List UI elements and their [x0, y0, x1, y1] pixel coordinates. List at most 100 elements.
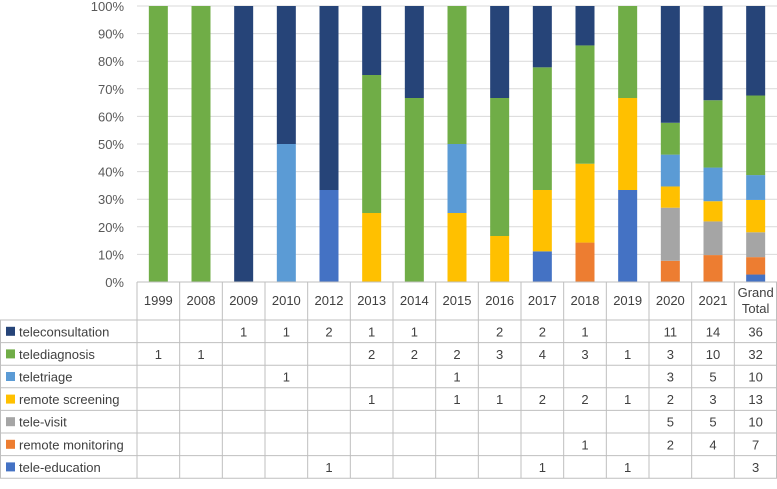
- data-label: 1: [283, 370, 290, 385]
- data-label: 1: [453, 370, 460, 385]
- data-label: 2: [667, 437, 674, 452]
- legend-key-tele-education: [6, 462, 15, 472]
- data-label: 13: [748, 392, 762, 407]
- data-label: 1: [624, 392, 631, 407]
- data-label: 4: [709, 437, 716, 452]
- data-label: 32: [748, 347, 762, 362]
- x-category-label: 2014: [400, 293, 429, 308]
- data-label: 1: [453, 392, 460, 407]
- x-category-label: 2016: [485, 293, 514, 308]
- bar-segment-teleconsultation: [660, 6, 680, 123]
- data-label: 11: [664, 324, 678, 339]
- y-tick-label: 90%: [98, 27, 124, 42]
- y-tick-label: 0%: [105, 275, 124, 290]
- data-label: 2: [411, 347, 418, 362]
- x-category-label: 2020: [656, 293, 685, 308]
- data-label: 2: [667, 392, 674, 407]
- bar-segment-teleconsultation: [575, 6, 595, 46]
- bar-segment-telediagnosis: [575, 45, 595, 164]
- data-label: 3: [581, 347, 588, 362]
- data-label: 2: [496, 324, 503, 339]
- bar-segment-telediagnosis: [191, 6, 211, 282]
- bar-segment-teleconsultation: [532, 6, 552, 68]
- data-label: 1: [155, 347, 162, 362]
- x-category-label: 2017: [528, 293, 557, 308]
- data-label: 5: [709, 370, 716, 385]
- y-axis: 0% 10% 20% 30% 40% 50% 60% 70% 80% 90% 100%: [91, 0, 125, 290]
- data-label: 1: [624, 347, 631, 362]
- data-label: 2: [539, 392, 546, 407]
- data-label: 10: [706, 347, 720, 362]
- bar-segment-teleconsultation: [404, 6, 424, 98]
- data-label: 2: [581, 392, 588, 407]
- bar-segment-telediagnosis: [746, 95, 766, 176]
- bar-segment-telediagnosis: [447, 6, 467, 144]
- legend-label: remote monitoring: [19, 437, 124, 452]
- x-category-label: 2019: [613, 293, 642, 308]
- data-label: 1: [368, 324, 375, 339]
- legend-key-remote-screening: [6, 394, 15, 404]
- bar-segment-remote-screening: [490, 236, 510, 282]
- data-label: 14: [706, 324, 720, 339]
- bar-segment-telediagnosis: [490, 98, 510, 236]
- data-table: 1999 2008 2009 2010 2012 2013 2014 2015 2016 2017…: [0, 281, 777, 479]
- bar-segment-remote-monitoring: [703, 255, 723, 282]
- data-label: 4: [539, 347, 546, 362]
- data-label: 1: [411, 324, 418, 339]
- bar-segment-remote-screening: [447, 213, 467, 282]
- data-label: 1: [325, 460, 332, 475]
- data-label: 10: [748, 415, 762, 430]
- bar-segment-teleconsultation: [746, 6, 766, 96]
- bar-segment-remote-screening: [618, 98, 638, 190]
- data-label: 1: [539, 460, 546, 475]
- data-label: 3: [752, 460, 759, 475]
- grand-total-header: Total: [742, 301, 770, 316]
- data-label: 2: [325, 324, 332, 339]
- bar-segment-tele-visit: [660, 207, 680, 261]
- data-label: 36: [748, 324, 762, 339]
- data-label: 3: [667, 347, 674, 362]
- legend-label: remote screening: [19, 392, 119, 407]
- legend-key-telediagnosis: [6, 349, 15, 359]
- data-label: 2: [539, 324, 546, 339]
- x-category-label: 2015: [443, 293, 472, 308]
- data-label: 3: [496, 347, 503, 362]
- bar-segment-tele-visit: [703, 221, 723, 256]
- x-category-label: 2021: [699, 293, 728, 308]
- bar-segment-teleconsultation: [703, 6, 723, 101]
- x-category-label: 1999: [144, 293, 173, 308]
- data-label: 3: [709, 392, 716, 407]
- legend-key-tele-visit: [6, 417, 15, 427]
- bar-segment-teletriage: [746, 175, 766, 200]
- bar-segment-remote-monitoring: [575, 242, 595, 282]
- legend-label: tele-education: [19, 460, 101, 475]
- grand-total-header: Grand: [738, 285, 774, 300]
- y-tick-label: 60%: [98, 109, 124, 124]
- bars: [148, 6, 766, 282]
- bar-segment-tele-education: [319, 190, 339, 282]
- bar-segment-remote-screening: [660, 186, 680, 208]
- legend-label: teletriage: [19, 370, 72, 385]
- legend-key-teletriage: [6, 372, 15, 381]
- bar-segment-teleconsultation: [234, 6, 254, 282]
- data-label: 1: [624, 460, 631, 475]
- legend-label: telediagnosis: [19, 347, 95, 362]
- data-label: 1: [368, 392, 375, 407]
- bar-segment-remote-screening: [746, 199, 766, 233]
- data-label: 5: [709, 415, 716, 430]
- bar-segment-teletriage: [703, 167, 723, 202]
- bar-segment-telediagnosis: [618, 6, 638, 98]
- bar-segment-telediagnosis: [404, 98, 424, 282]
- bar-segment-teleconsultation: [276, 6, 296, 144]
- bar-segment-teletriage: [447, 144, 467, 213]
- x-category-label: 2013: [357, 293, 386, 308]
- data-label: 2: [368, 347, 375, 362]
- x-category-label: 2010: [272, 293, 301, 308]
- data-label: 5: [667, 415, 674, 430]
- bar-segment-remote-monitoring: [660, 260, 680, 282]
- x-category-label: 2009: [229, 293, 258, 308]
- legend-label: tele-visit: [19, 415, 67, 430]
- bar-segment-teletriage: [276, 144, 296, 282]
- data-label: 1: [581, 437, 588, 452]
